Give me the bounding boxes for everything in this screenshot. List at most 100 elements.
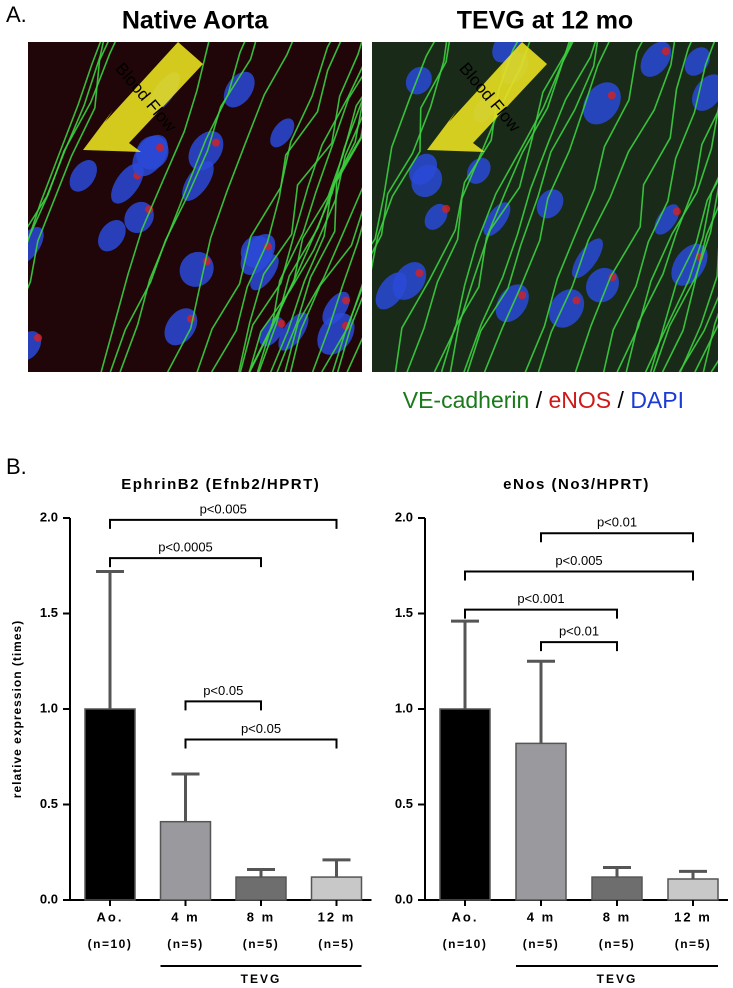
p-value: p<0.01 [597, 515, 637, 530]
bar [310, 876, 363, 901]
p-value: p<0.0005 [158, 540, 213, 555]
cell-border [537, 42, 676, 372]
cell-border [289, 209, 362, 372]
significance-bracket [540, 641, 618, 652]
enos-spot [661, 47, 670, 56]
n-label: (n=5) [599, 937, 636, 951]
n-label: (n=5) [523, 937, 560, 951]
nucleus [692, 74, 718, 111]
p-value: p<0.01 [559, 624, 599, 639]
cell-border [238, 42, 362, 372]
nucleus [424, 203, 448, 230]
cell-border [679, 246, 718, 372]
chart-title: EphrinB2 (Efnb2/HPRT) [121, 476, 320, 493]
cell-border [210, 42, 342, 372]
cell-border [109, 42, 257, 372]
p-value: p<0.05 [203, 683, 243, 698]
cell-border [28, 42, 102, 244]
y-tick-label: 1.0 [395, 700, 413, 715]
y-tick-label: 0.5 [40, 796, 58, 811]
enos-spot [156, 143, 165, 152]
bar [667, 878, 719, 901]
p-value: p<0.05 [241, 721, 281, 736]
enos-spot [672, 207, 681, 216]
bar [515, 742, 567, 901]
x-tick-label: Ao. [452, 909, 479, 924]
significance-bracket [109, 518, 338, 529]
legend-entry: / [611, 387, 630, 413]
y-tick-label: 0.0 [395, 891, 413, 906]
flow-arrow [83, 42, 203, 152]
significance-bracket [184, 738, 338, 749]
stain-legend: VE-cadherin / eNOS / DAPI [403, 387, 684, 413]
nucleus [466, 157, 491, 184]
enos-spot [211, 138, 220, 147]
cell-border [661, 205, 718, 372]
cell-border [449, 42, 572, 372]
n-label: (n=5) [675, 937, 712, 951]
group-label: TEVG [241, 972, 282, 986]
significance-bracket [109, 557, 262, 568]
cell-border [239, 66, 362, 372]
nucleus [408, 153, 438, 185]
image-title: Native Aorta [122, 7, 269, 35]
cell-border [28, 42, 117, 242]
significance-bracket [464, 608, 618, 619]
micrograph: Blood Flow [372, 42, 718, 372]
cell-border [336, 296, 362, 372]
enos-spot [572, 296, 581, 305]
p-value: p<0.001 [517, 591, 564, 606]
bar [439, 708, 491, 901]
enos-spot [516, 42, 518, 43]
cell-border [678, 295, 718, 372]
micrograph: Blood Flow [28, 42, 362, 372]
significance-bracket [464, 570, 694, 581]
cell-border [433, 42, 574, 372]
cell-border [372, 42, 451, 271]
n-label: (n=5) [167, 937, 204, 951]
y-axis-label: relative expression (times) [10, 620, 24, 798]
enos-spot [415, 268, 424, 277]
nucleus [405, 66, 432, 95]
bar [591, 876, 643, 901]
enos-spot [34, 333, 43, 342]
nucleus [69, 160, 97, 192]
cell-border [284, 186, 362, 372]
enos-spot [342, 296, 351, 305]
n-label: (n=10) [443, 937, 488, 951]
nucleus [98, 219, 126, 252]
y-tick-label: 1.5 [395, 605, 413, 620]
y-tick-label: 1.0 [40, 700, 58, 715]
enos-spot [442, 204, 451, 213]
nucleus [28, 226, 44, 265]
cell-border [276, 133, 362, 372]
cell-border [372, 42, 436, 245]
legend-entry: VE-cadherin [403, 387, 530, 413]
cell-border [483, 42, 610, 372]
cell-border [269, 101, 362, 372]
p-value: p<0.005 [200, 501, 247, 516]
cell-border [248, 75, 362, 372]
nucleus [536, 189, 564, 219]
x-tick-label: 4 m [527, 909, 555, 924]
bar [84, 708, 136, 901]
cell-border [524, 42, 643, 372]
y-tick-label: 1.5 [40, 605, 58, 620]
cell-border [649, 179, 718, 372]
legend-entry: eNOS [549, 387, 612, 413]
cell-border [574, 42, 692, 372]
enos-spot [607, 91, 616, 100]
cell-border [466, 42, 599, 372]
chart-title: eNos (No3/HPRT) [503, 476, 650, 493]
n-label: (n=10) [88, 937, 133, 951]
group-label: TEVG [597, 972, 638, 986]
y-tick-label: 2.0 [40, 509, 58, 524]
nucleus [572, 238, 603, 279]
cell-border [100, 42, 210, 372]
enos-spot [518, 291, 527, 300]
significance-bracket [540, 532, 694, 543]
cell-border [652, 185, 718, 372]
cell-border [119, 42, 246, 372]
cell-border [166, 42, 294, 372]
n-label: (n=5) [318, 937, 355, 951]
